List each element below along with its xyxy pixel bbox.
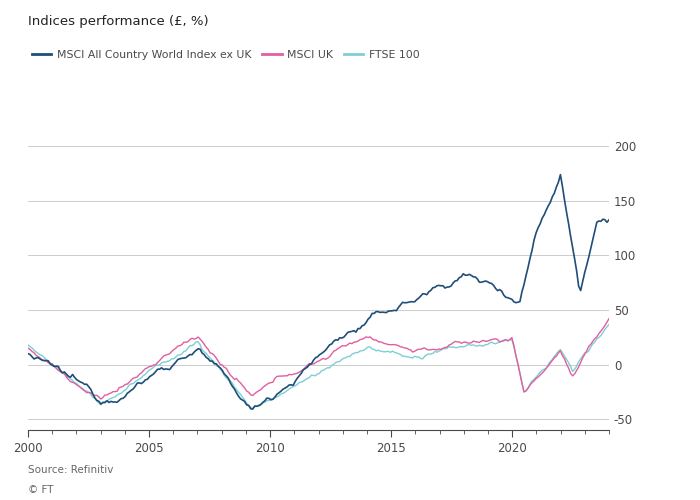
Text: © FT: © FT [28,485,53,495]
Text: Source: Refinitiv: Source: Refinitiv [28,465,113,475]
Text: Indices performance (£, %): Indices performance (£, %) [28,15,209,28]
Legend: MSCI All Country World Index ex UK, MSCI UK, FTSE 100: MSCI All Country World Index ex UK, MSCI… [27,46,424,64]
